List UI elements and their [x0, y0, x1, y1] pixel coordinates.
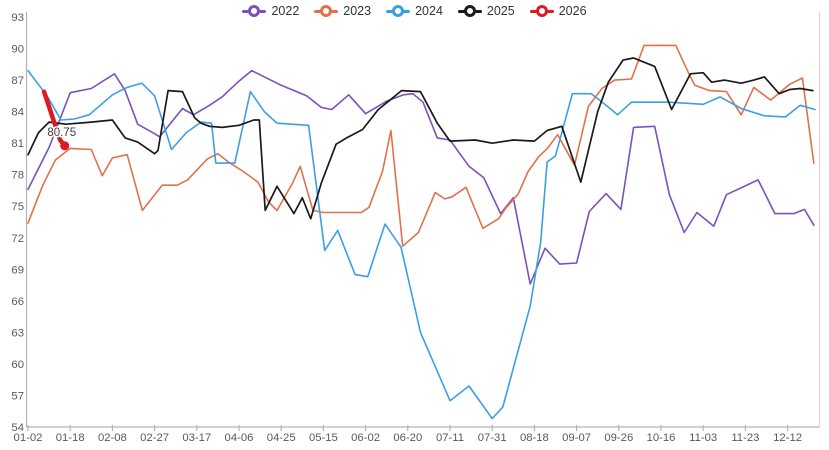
- legend-marker-icon: [242, 5, 267, 18]
- y-axis-label: 66: [11, 296, 24, 308]
- x-axis-label: 12-12: [773, 432, 802, 444]
- x-axis-label: 01-18: [56, 432, 85, 444]
- y-axis-label: 75: [11, 201, 24, 213]
- legend-marker-icon: [386, 5, 411, 18]
- legend-marker-icon: [314, 5, 339, 18]
- x-axis-label: 09-07: [562, 432, 591, 444]
- legend-item-2022[interactable]: 2022: [242, 5, 299, 18]
- x-axis-label: 11-23: [731, 432, 759, 444]
- x-axis-label: 01-02: [14, 432, 43, 444]
- x-axis-label: 08-18: [520, 432, 549, 444]
- y-axis-label: 90: [11, 44, 24, 56]
- legend-label: 2026: [558, 4, 587, 18]
- y-axis-label: 69: [11, 264, 24, 276]
- legend-ring-icon: [463, 5, 476, 18]
- legend-item-2025[interactable]: 2025: [457, 4, 515, 18]
- legend-item-2026[interactable]: 2026: [529, 4, 587, 18]
- x-axis-label: 09-26: [604, 432, 633, 444]
- x-axis-label: 07-31: [478, 432, 507, 444]
- series-line-2022: [27, 69, 815, 285]
- y-axis-label: 87: [11, 75, 24, 87]
- y-axis-label: 72: [11, 233, 24, 245]
- legend-marker-icon: [529, 5, 554, 18]
- legend-marker-icon: [457, 5, 482, 18]
- x-axis-label: 06-02: [351, 432, 380, 444]
- legend-item-2024[interactable]: 2024: [386, 5, 443, 18]
- y-axis-label: 60: [11, 359, 24, 371]
- y-axis-label: 57: [11, 390, 24, 402]
- legend-ring-icon: [535, 5, 548, 18]
- y-axis-label: 84: [11, 107, 24, 119]
- legend-label: 2022: [271, 4, 300, 18]
- x-axis-label: 11-03: [689, 432, 717, 444]
- x-axis-label: 06-20: [393, 432, 422, 444]
- legend-ring-icon: [392, 5, 405, 18]
- chart-legend: 2022 2023 2024 2025 2026: [0, 5, 829, 18]
- annotation-label: 80.75: [47, 127, 76, 139]
- x-axis-label: 05-15: [309, 432, 338, 444]
- y-axis-label: 81: [11, 138, 24, 150]
- legend-label: 2025: [486, 4, 515, 18]
- x-axis-label: 02-27: [140, 432, 169, 444]
- legend-ring-icon: [248, 5, 261, 18]
- x-axis-label: 04-25: [267, 432, 296, 444]
- series-line-2023: [27, 44, 815, 247]
- series-line-2025: [27, 57, 814, 220]
- legend-label: 2023: [343, 4, 372, 18]
- legend-ring-icon: [320, 5, 333, 18]
- legend-label: 2024: [415, 4, 443, 18]
- series-line-2024: [27, 69, 816, 420]
- x-axis-label: 03-17: [182, 432, 211, 444]
- x-axis-label: 10-16: [647, 432, 676, 444]
- y-axis-label: 63: [11, 327, 24, 339]
- x-axis-label: 04-06: [225, 432, 254, 444]
- y-axis-label: 78: [11, 170, 24, 182]
- y-axis-label: 93: [11, 12, 24, 24]
- y-axis-label: 54: [11, 422, 24, 434]
- x-axis-label: 07-11: [436, 432, 464, 444]
- legend-item-2023[interactable]: 2023: [314, 5, 371, 18]
- x-axis-label: 02-08: [98, 432, 127, 444]
- series-end-marker-2026: [60, 141, 70, 151]
